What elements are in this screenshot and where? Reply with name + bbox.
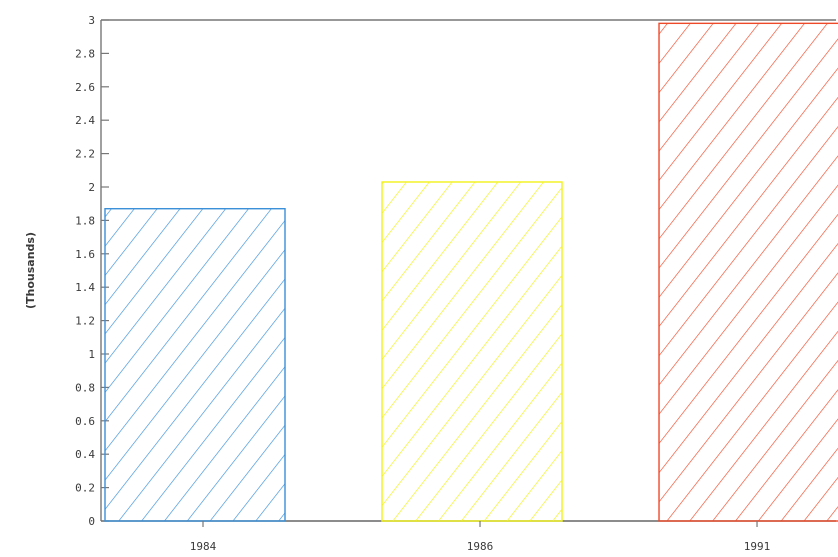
y-tick-label: 2.8 (75, 47, 95, 60)
y-tick-label: 2.6 (75, 81, 95, 94)
x-axis-ticks: 1984 1986 1991 (190, 521, 771, 553)
bar-1984 (104, 208, 286, 522)
y-axis-ticks: 0 0.2 0.4 0.6 0.8 1 1.2 1.4 1.6 1.8 2 2.2 2.4 2.6 2.8 3 (75, 14, 109, 528)
x-tick-label: 1991 (744, 540, 771, 553)
y-tick-label: 2.4 (75, 114, 95, 127)
y-tick-label: 1.2 (75, 315, 95, 328)
y-tick-label: 0.4 (75, 448, 95, 461)
y-tick-label: 1.4 (75, 281, 95, 294)
bar-1991 (658, 22, 838, 522)
y-tick-label: 1.6 (75, 248, 95, 261)
y-tick-label: 0.2 (75, 482, 95, 495)
y-tick-label: 3 (88, 14, 95, 27)
bar-1986 (381, 181, 563, 522)
y-tick-label: 0.6 (75, 415, 95, 428)
x-tick-label: 1984 (190, 540, 217, 553)
y-tick-label: 2.2 (75, 148, 95, 161)
bars (104, 22, 838, 522)
x-tick-label: 1986 (467, 540, 494, 553)
y-tick-label: 0 (88, 515, 95, 528)
y-tick-label: 1 (88, 348, 95, 361)
y-tick-label: 2 (88, 181, 95, 194)
y-tick-label: 0.8 (75, 381, 95, 394)
y-axis-label: (Thousands) (24, 232, 37, 309)
y-tick-label: 1.8 (75, 214, 95, 227)
